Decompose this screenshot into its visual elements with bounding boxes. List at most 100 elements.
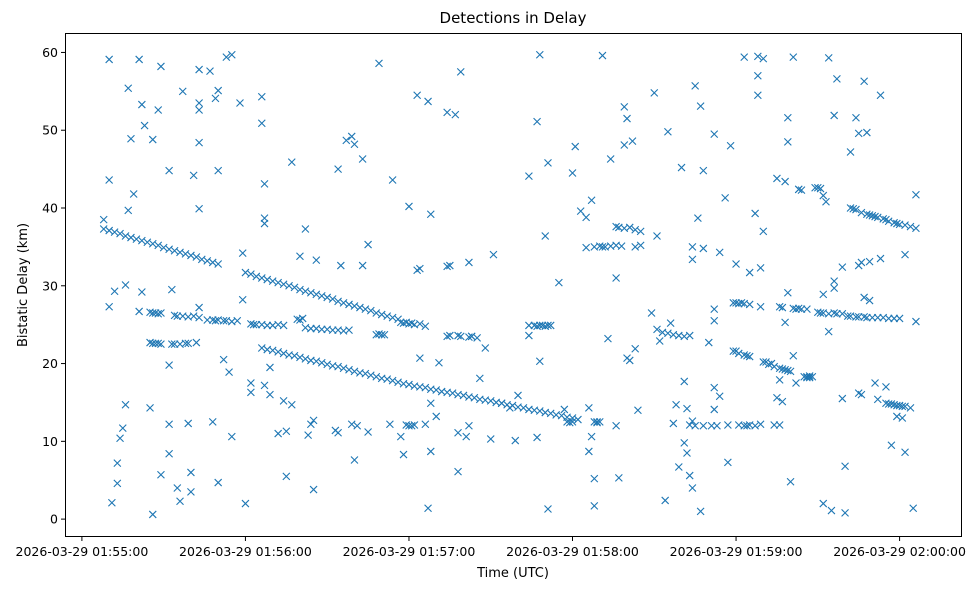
data-point-marker xyxy=(353,421,362,430)
data-point-marker xyxy=(192,338,201,347)
data-point-marker xyxy=(533,117,541,126)
data-point-marker xyxy=(233,316,242,325)
data-point-marker xyxy=(334,297,342,306)
x-tick-label: 2026-03-29 01:56:00 xyxy=(179,544,312,559)
data-point-marker xyxy=(699,244,708,253)
data-point-marker xyxy=(356,303,364,312)
data-point-marker xyxy=(470,393,479,402)
data-point-marker xyxy=(342,136,351,145)
data-point-marker xyxy=(535,50,544,59)
data-point-marker xyxy=(328,295,337,303)
data-point-marker xyxy=(884,314,893,323)
data-point-marker xyxy=(157,470,165,479)
data-point-marker xyxy=(489,250,498,259)
data-point-marker xyxy=(167,285,176,294)
data-point-marker xyxy=(415,320,424,328)
data-point-marker xyxy=(146,404,154,412)
data-point-marker xyxy=(862,128,871,137)
data-point-marker xyxy=(105,55,114,64)
data-point-marker xyxy=(617,242,626,250)
data-point-marker xyxy=(137,288,146,296)
data-point-marker xyxy=(631,243,640,251)
data-point-marker xyxy=(214,86,223,95)
data-point-marker xyxy=(696,102,705,110)
data-point-marker xyxy=(195,106,203,114)
data-point-marker xyxy=(197,255,206,264)
data-point-marker xyxy=(852,113,860,122)
x-tick-label: 2026-03-29 02:00:00 xyxy=(833,544,966,559)
data-point-marker xyxy=(116,229,124,238)
data-point-marker xyxy=(124,206,133,215)
data-point-marker xyxy=(459,391,468,400)
data-point-marker xyxy=(770,421,779,429)
data-point-marker xyxy=(745,300,754,309)
data-point-marker xyxy=(184,339,193,348)
data-point-marker xyxy=(898,414,907,422)
data-point-marker xyxy=(789,351,798,360)
data-point-marker xyxy=(762,358,770,366)
data-point-marker xyxy=(334,362,342,371)
data-point-marker xyxy=(260,214,269,222)
data-point-marker xyxy=(285,281,293,290)
data-point-marker xyxy=(405,380,413,389)
data-point-marker xyxy=(511,436,520,445)
data-point-marker xyxy=(740,351,749,359)
data-point-marker xyxy=(192,253,201,261)
data-point-marker xyxy=(688,243,697,251)
data-point-marker xyxy=(623,114,631,123)
data-point-marker xyxy=(732,347,740,355)
data-point-marker xyxy=(546,321,555,330)
data-point-marker xyxy=(154,106,163,114)
data-point-marker xyxy=(707,421,716,430)
data-point-marker xyxy=(865,257,874,266)
data-point-marker xyxy=(544,505,552,513)
data-point-marker xyxy=(121,281,130,289)
data-point-marker xyxy=(246,388,255,397)
data-point-marker xyxy=(386,420,394,429)
data-point-marker xyxy=(822,197,830,206)
data-point-marker xyxy=(740,53,749,62)
data-point-marker xyxy=(786,477,795,486)
data-point-marker xyxy=(287,158,296,166)
data-point-marker xyxy=(203,316,212,324)
data-point-marker xyxy=(99,215,108,224)
data-point-marker xyxy=(753,91,762,100)
data-point-marker xyxy=(396,432,405,441)
data-point-marker xyxy=(347,132,356,141)
data-point-marker xyxy=(756,420,765,429)
data-point-marker xyxy=(350,367,359,376)
data-point-marker xyxy=(781,365,789,374)
data-point-marker xyxy=(674,463,683,471)
data-point-marker xyxy=(323,360,332,369)
data-point-marker xyxy=(127,233,135,242)
data-point-marker xyxy=(614,474,623,482)
data-point-marker xyxy=(816,184,825,193)
data-point-marker xyxy=(726,141,735,150)
data-point-marker xyxy=(465,421,473,430)
data-point-marker xyxy=(306,420,315,429)
data-point-marker xyxy=(783,288,792,297)
data-point-marker xyxy=(165,420,174,429)
data-point-marker xyxy=(819,499,828,508)
y-tick-label: 60 xyxy=(42,45,58,60)
data-point-marker xyxy=(775,421,784,429)
data-point-marker xyxy=(274,429,283,438)
data-point-marker xyxy=(876,254,885,263)
data-point-marker xyxy=(734,299,743,308)
data-point-marker xyxy=(260,180,269,188)
data-point-marker xyxy=(266,390,274,399)
data-point-marker xyxy=(309,485,318,494)
data-point-marker xyxy=(227,50,236,59)
y-tick-label: 10 xyxy=(42,434,58,449)
data-point-marker xyxy=(723,458,732,467)
data-point-marker xyxy=(892,412,901,421)
data-point-marker xyxy=(767,359,776,368)
data-point-marker xyxy=(345,365,353,374)
data-point-marker xyxy=(388,176,397,184)
data-point-marker xyxy=(901,250,909,259)
data-point-marker xyxy=(121,232,130,240)
data-point-marker xyxy=(713,421,721,430)
data-point-marker xyxy=(841,509,849,517)
data-point-marker xyxy=(274,348,283,356)
data-point-marker xyxy=(415,264,424,273)
